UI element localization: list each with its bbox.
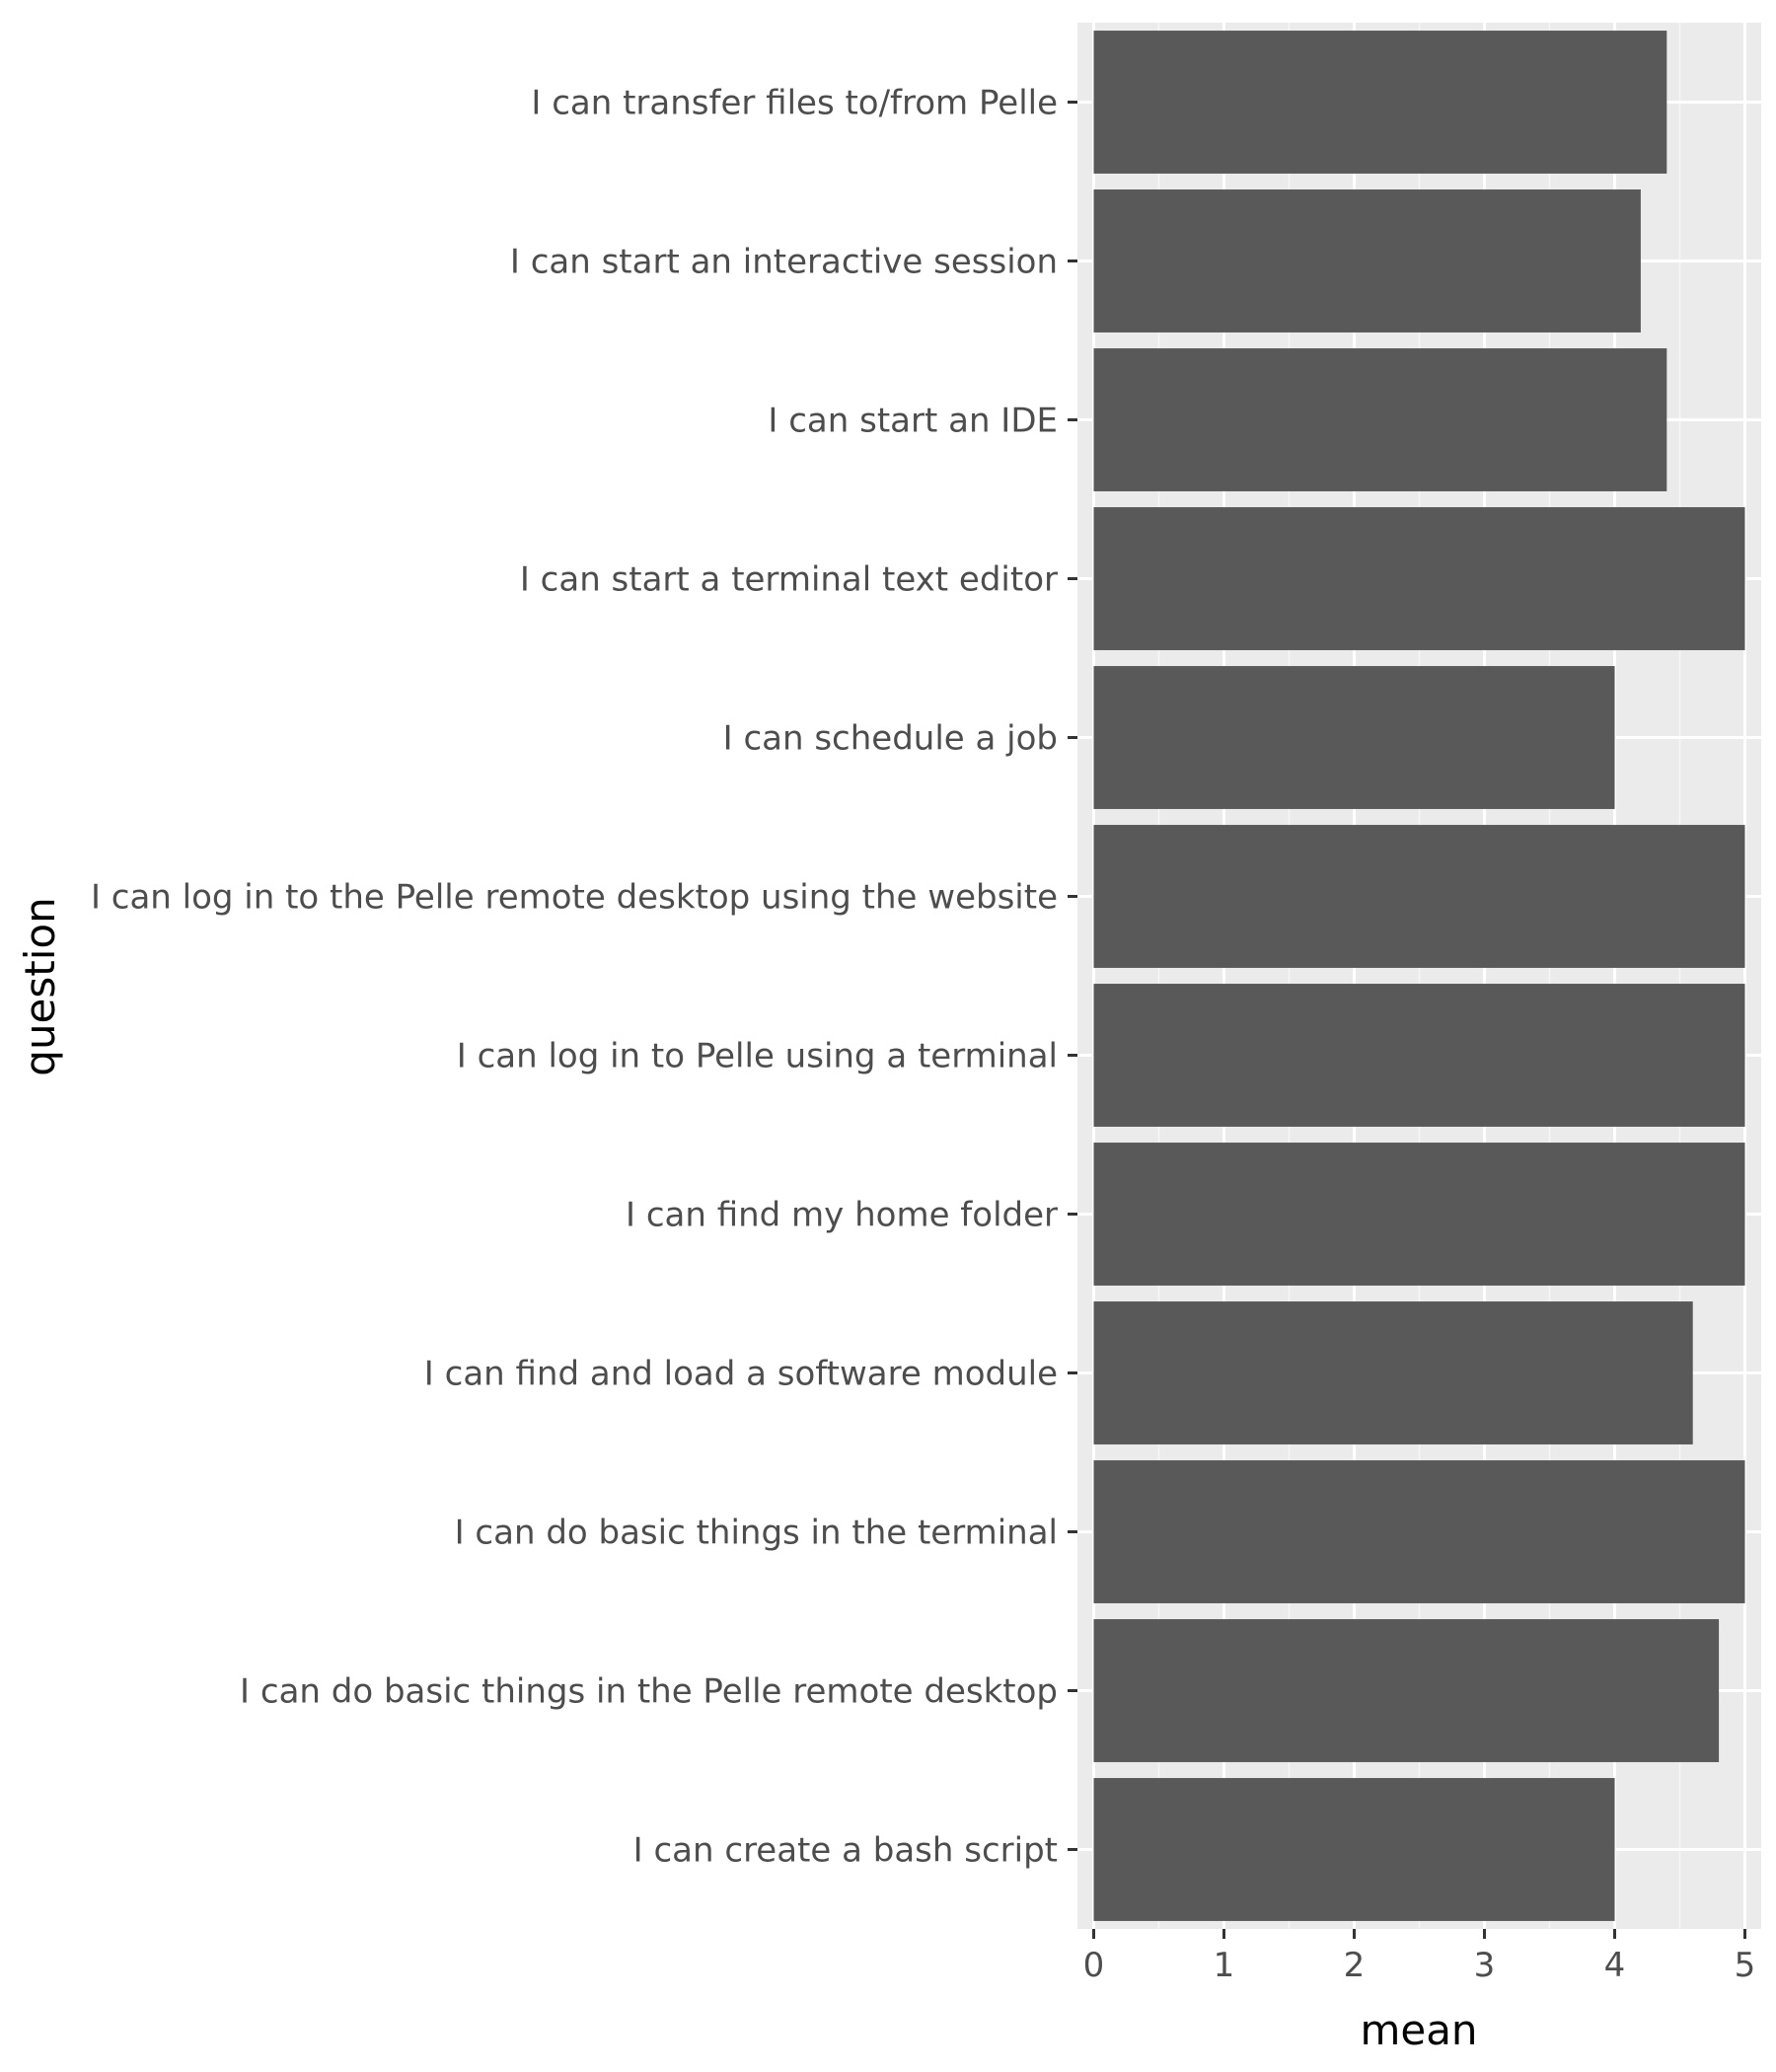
bar (1093, 1460, 1745, 1603)
bar (1093, 1143, 1745, 1286)
x-tick-label: 2 (1344, 1946, 1366, 1985)
y-tick-label: I can do basic things in the terminal (455, 1514, 1058, 1553)
y-tick-label: I can create a bash script (633, 1831, 1058, 1871)
y-tick-label: I can log in to the Pelle remote desktop… (91, 878, 1058, 918)
bar (1093, 348, 1667, 491)
y-tick-label: I can start an interactive session (510, 243, 1058, 282)
bar (1093, 825, 1745, 968)
x-tick-label: 1 (1214, 1946, 1235, 1985)
x-axis: 0 1 2 3 4 5 (1083, 1929, 1756, 1985)
y-tick-label: I can do basic things in the Pelle remot… (240, 1672, 1058, 1712)
y-tick-label: I can log in to Pelle using a terminal (457, 1037, 1058, 1076)
y-tick-label: I can find my home folder (626, 1196, 1058, 1235)
x-tick-label: 0 (1083, 1946, 1105, 1985)
y-tick-label: I can find and load a software module (424, 1355, 1058, 1394)
x-tick-label: 4 (1604, 1946, 1626, 1985)
y-tick-label: I can start a terminal text editor (520, 560, 1058, 600)
bar (1093, 1301, 1693, 1444)
y-tick-label: I can schedule a job (723, 719, 1058, 759)
bar (1093, 31, 1667, 174)
x-tick-label: 5 (1735, 1946, 1756, 1985)
y-tick-label: I can transfer files to/from Pelle (531, 84, 1058, 123)
x-axis-title: mean (1360, 2006, 1477, 2054)
x-tick-label: 3 (1474, 1946, 1496, 1985)
y-tick-label: I can start an IDE (768, 402, 1058, 441)
y-axis-title: question (16, 897, 64, 1075)
bar (1093, 666, 1615, 809)
bar (1093, 984, 1745, 1127)
bar (1093, 507, 1745, 650)
y-axis: I can transfer files to/from Pelle I can … (91, 84, 1077, 1871)
bar (1093, 1619, 1720, 1762)
bar (1093, 1778, 1615, 1921)
bars (1093, 31, 1745, 1921)
bar (1093, 189, 1641, 333)
